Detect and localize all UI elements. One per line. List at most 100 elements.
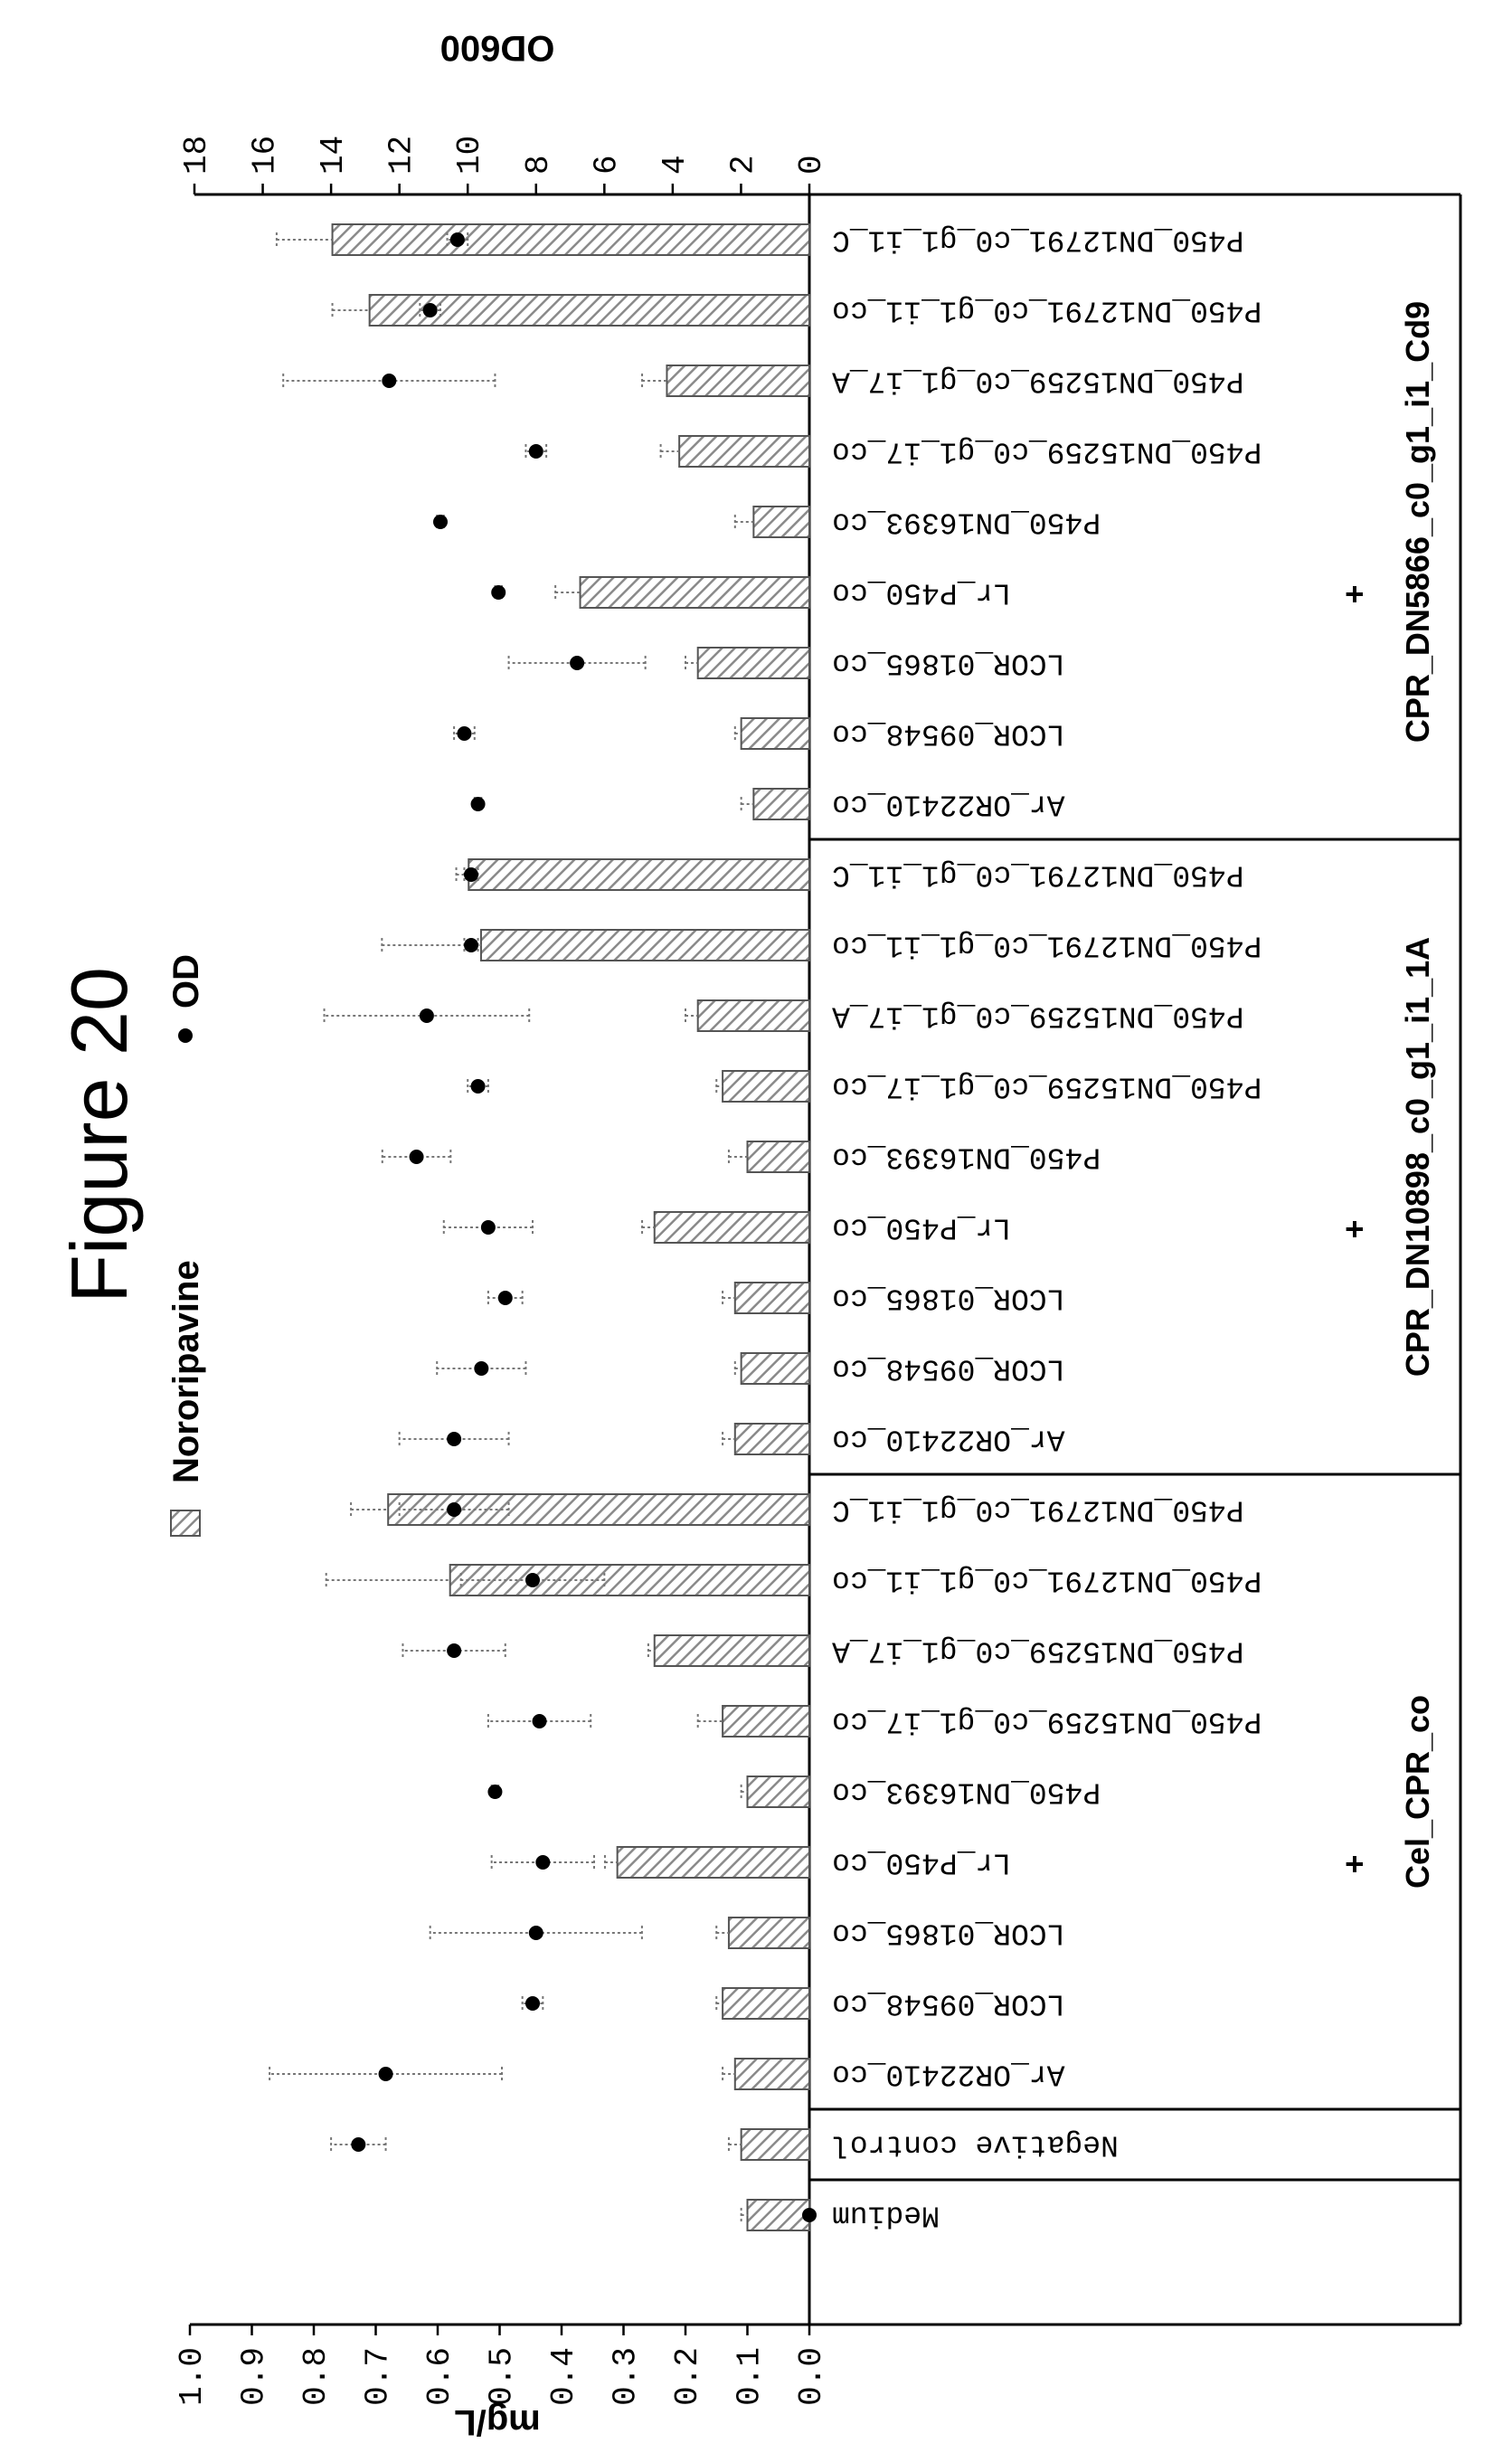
secondary-tick-label: 2	[724, 155, 761, 175]
category-label: LCOR_01865_co	[832, 646, 1064, 679]
secondary-tick-label: 8	[520, 155, 557, 175]
category-label: P450_DN15259_c0_g1_i7_A	[832, 999, 1244, 1032]
bar-nororipavine	[579, 576, 810, 609]
od-point	[457, 726, 472, 741]
group-plus: +	[1336, 584, 1373, 603]
primary-tick-label: 0.5	[484, 2347, 521, 2406]
group-plus: +	[1336, 1854, 1373, 1873]
group-label: CPR_DN5866_c0_g1_i1_Cd9	[1399, 301, 1436, 743]
bar-series-nororipavine	[275, 223, 811, 2231]
primary-tick-label: 0.1	[732, 2347, 769, 2406]
bar-nororipavine	[678, 435, 811, 468]
secondary-tick-label: 4	[657, 155, 694, 175]
bar-nororipavine	[746, 2199, 810, 2231]
bar-nororipavine	[479, 929, 810, 961]
bar-nororipavine	[696, 999, 811, 1032]
legend-label-od: OD	[166, 954, 206, 1008]
od-point	[433, 515, 448, 529]
od-point	[470, 797, 486, 811]
legend: Nororipavine OD	[166, 954, 206, 1537]
category-label: LCOR_09548_co	[832, 1986, 1064, 2020]
od-point	[487, 1785, 503, 1799]
bar-nororipavine	[740, 1352, 811, 1385]
secondary-axis-title: OD600	[440, 28, 555, 68]
legend-swatch-od	[178, 1028, 193, 1043]
primary-tick-label: 0.2	[669, 2347, 706, 2406]
bar-nororipavine	[616, 1846, 811, 1879]
bar-nororipavine	[653, 1634, 810, 1667]
category-label: Lr_P450_co	[832, 1845, 1011, 1879]
od-point	[528, 444, 543, 459]
category-label: P450_DN16393_co	[832, 1140, 1101, 1173]
primary-tick-label: 0.4	[545, 2347, 582, 2406]
secondary-tick-label: 0	[793, 155, 830, 175]
secondary-tick-label: 14	[315, 136, 352, 175]
od-point	[570, 656, 585, 670]
category-label: Ar_OR22410_co	[832, 2057, 1064, 2090]
category-label: P450_DN12791_c0_g1_i1_C	[832, 857, 1243, 891]
od-point	[351, 2137, 366, 2152]
od-point	[449, 232, 465, 247]
category-label: P450_DN15259_c0_g1_i7_A	[832, 1633, 1244, 1667]
bar-nororipavine	[722, 1070, 810, 1103]
od-point	[419, 1008, 434, 1023]
dot-series-od	[269, 232, 817, 2222]
secondary-tick-label: 12	[383, 136, 421, 175]
category-label: Ar_OR22410_co	[832, 787, 1064, 820]
od-point	[382, 374, 397, 388]
bar-nororipavine	[653, 1211, 810, 1244]
od-point	[464, 867, 478, 882]
od-point	[532, 1714, 547, 1728]
primary-tick-label: 0.6	[421, 2347, 458, 2406]
od-point	[535, 1855, 551, 1870]
bar-nororipavine	[752, 788, 810, 820]
legend-swatch-nororipavine	[170, 1510, 201, 1537]
category-label: Lr_P450_co	[832, 1210, 1011, 1244]
primary-tick-label: 0.8	[298, 2347, 335, 2406]
secondary-tick-label: 10	[451, 136, 488, 175]
secondary-tick-label: 6	[588, 155, 625, 175]
category-label: LCOR_09548_co	[832, 1351, 1064, 1385]
bar-nororipavine	[722, 1987, 810, 2020]
primary-tick-label: 0.3	[608, 2347, 645, 2406]
category-label: P450_DN15259_c0_g1_i7_co	[832, 1069, 1262, 1103]
category-label: Ar_OR22410_co	[832, 1422, 1064, 1455]
bar-nororipavine	[740, 717, 811, 750]
od-point	[480, 1220, 496, 1235]
od-point	[409, 1150, 424, 1164]
bar-nororipavine	[752, 506, 810, 538]
secondary-tick-label: 18	[178, 136, 215, 175]
group-plus: +	[1336, 1219, 1373, 1238]
od-point	[497, 1291, 513, 1305]
bar-nororipavine	[746, 1141, 810, 1173]
bar-nororipavine	[368, 294, 810, 327]
od-point	[528, 1926, 543, 1940]
od-point	[525, 1573, 540, 1587]
category-label: Negative control	[832, 2127, 1119, 2161]
group-label: Cel_CPR_co	[1399, 1695, 1436, 1889]
primary-tick-label: 0.7	[360, 2347, 397, 2406]
category-label: P450_DN12791_c0_g1_i1_co	[832, 928, 1262, 961]
od-point	[802, 2208, 817, 2222]
category-label: P450_DN12791_c0_g1_i1_co	[832, 1563, 1262, 1596]
od-point	[422, 303, 438, 317]
bar-nororipavine	[733, 1282, 810, 1314]
od-point	[447, 1502, 462, 1517]
category-label: Medium	[832, 2198, 940, 2231]
bar-nororipavine	[740, 2128, 811, 2161]
category-label: P450_DN12791_c0_g1_i1_C	[832, 223, 1243, 256]
category-label: LCOR_01865_co	[832, 1916, 1064, 1949]
category-label: P450_DN15259_c0_g1_i7_co	[832, 434, 1262, 468]
category-label: P450_DN12791_c0_g1_i1_C	[832, 1492, 1243, 1526]
group-label: CPR_DN10898_c0_g1_i1_1A	[1399, 937, 1436, 1377]
primary-tick-label: 0.0	[793, 2347, 830, 2406]
category-label: LCOR_01865_co	[832, 1281, 1064, 1314]
primary-axis-title: mg/L	[454, 2402, 541, 2442]
bar-nororipavine	[727, 1917, 811, 1949]
category-label: P450_DN12791_c0_g1_i1_co	[832, 293, 1262, 327]
bar-nororipavine	[449, 1564, 810, 1596]
bar-nororipavine	[468, 858, 810, 891]
od-point	[525, 1996, 540, 2011]
category-label: P450_DN16393_co	[832, 505, 1101, 538]
